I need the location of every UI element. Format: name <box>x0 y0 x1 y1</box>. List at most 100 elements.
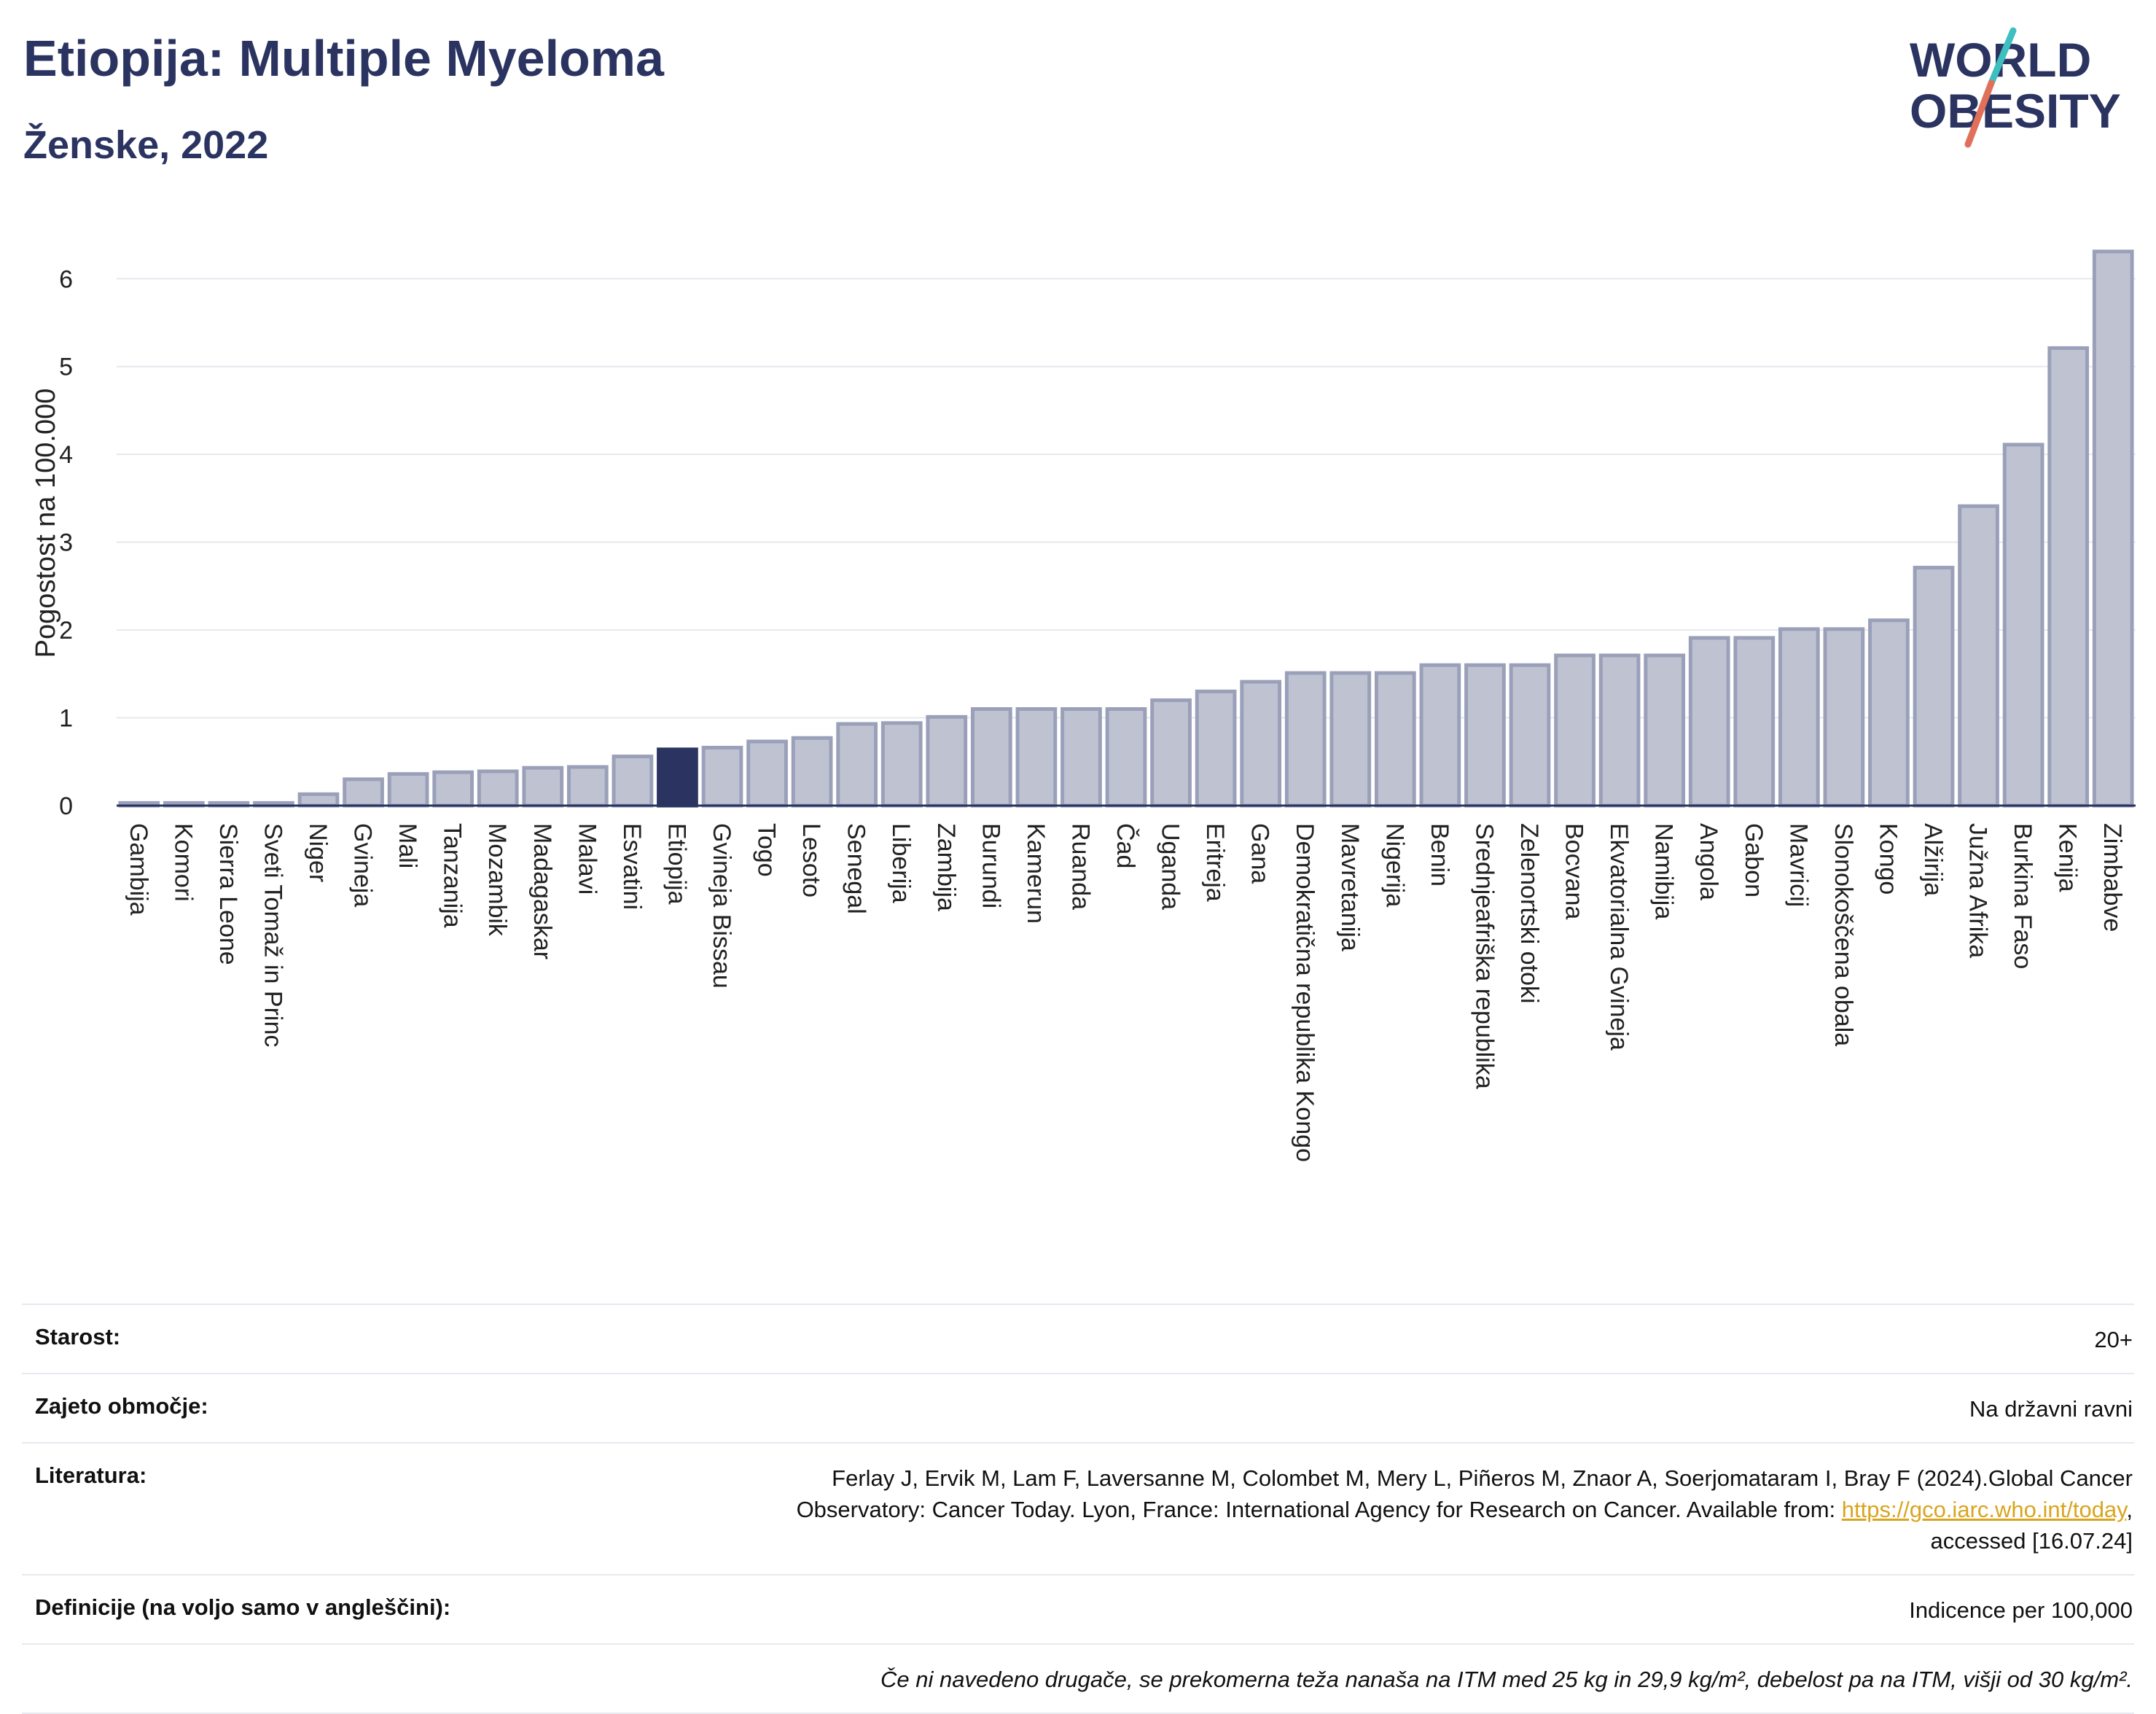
x-tick-label: Mali <box>394 823 421 868</box>
x-tick-label: Komori <box>169 823 197 902</box>
x-tick-label: Sveti Tomaž in Princ <box>259 823 286 1047</box>
bar <box>1823 627 1865 808</box>
bar <box>522 766 564 808</box>
y-axis-label: Pogostost na 100.000 <box>31 389 61 658</box>
x-tick-label: Mozambik <box>483 823 511 937</box>
x-tick-label: Mavricij <box>1784 823 1812 907</box>
x-tick-label: Gabon <box>1740 823 1768 897</box>
bar <box>1913 566 1955 808</box>
x-tick-label: Gvineja Bissau <box>708 823 735 989</box>
bar <box>477 769 519 808</box>
logo-slash-teal <box>1988 27 2017 87</box>
bar <box>1105 707 1147 808</box>
x-tick-label: Togo <box>753 823 781 877</box>
x-tick-label: Kenija <box>2054 823 2082 892</box>
x-tick-label: Gvineja <box>349 823 377 907</box>
references-label: Literatura: <box>35 1462 147 1488</box>
x-tick-label: Angola <box>1695 823 1722 900</box>
y-tick-label: 2 <box>59 617 73 644</box>
bar <box>297 792 340 808</box>
x-tick-label: Burundi <box>977 823 1004 908</box>
bars <box>118 249 2134 808</box>
info-row-coverage: Zajeto območje: Na državni ravni <box>22 1373 2134 1442</box>
logo-slash-coral <box>1964 79 1995 148</box>
bar <box>1688 636 1730 808</box>
x-tick-label: Kongo <box>1874 823 1902 895</box>
page-subtitle: Ženske, 2022 <box>23 123 269 167</box>
references-line-2-post: , <box>2126 1497 2133 1522</box>
bar <box>1598 653 1641 808</box>
x-tick-label: Etiopija <box>663 823 690 905</box>
info-row-age: Starost: 20+ <box>22 1304 2134 1373</box>
definitions-value: Indicence per 100,000 <box>1909 1597 2133 1623</box>
bar <box>1868 618 1910 808</box>
page-title: Etiopija: Multiple Myeloma <box>23 30 664 87</box>
info-row-footnote: Če ni navedeno drugače, se prekomerna te… <box>22 1643 2134 1714</box>
y-tick-label: 5 <box>59 354 73 381</box>
x-tick-label: Demokratična republika Kongo <box>1291 823 1319 1162</box>
bar <box>880 721 923 808</box>
bar <box>1195 689 1237 808</box>
bar <box>1644 653 1686 808</box>
references-line-1: Ferlay J, Ervik M, Lam F, Laversanne M, … <box>832 1465 2133 1491</box>
bar <box>1554 653 1595 808</box>
bar <box>1464 663 1506 808</box>
x-tick-label: Slonokoščena obala <box>1829 823 1857 1046</box>
world-obesity-logo: WORLD OBESITY <box>1910 27 2121 148</box>
bar <box>2002 443 2044 808</box>
bar-chart: 0 1 2 3 4 5 6 Gambija Komori Sierra Leone Sveti T… <box>31 249 2136 1162</box>
x-tick-label: Sierra Leone <box>214 823 242 965</box>
x-tick-label: Gana <box>1246 823 1274 884</box>
bar <box>1015 707 1058 808</box>
bar <box>387 772 429 808</box>
bar <box>746 739 788 808</box>
x-tick-label: Eritreja <box>1201 823 1229 902</box>
references-link[interactable]: https://gco.iarc.who.int/today <box>1841 1497 2127 1522</box>
bar <box>612 755 654 808</box>
bar <box>836 722 878 808</box>
references-line-3: accessed [16.07.24] <box>1930 1528 2133 1554</box>
info-row-references: Literatura: Ferlay J, Ervik M, Lam F, La… <box>22 1442 2134 1574</box>
x-tick-label: Južna Afrika <box>1964 823 1992 958</box>
y-tick-label: 4 <box>59 441 73 469</box>
bar <box>926 714 968 808</box>
bar <box>343 777 384 808</box>
x-tick-label: Tanzanija <box>439 823 466 928</box>
bar <box>791 736 833 808</box>
bar <box>566 765 609 808</box>
bar <box>1061 707 1102 808</box>
bar <box>1733 636 1776 808</box>
bar <box>1509 663 1551 808</box>
x-tick-label: Bocvana <box>1561 823 1588 919</box>
references-line-2-pre: Observatory: Cancer Today. Lyon, France:… <box>796 1497 1842 1522</box>
x-tick-label: Senegal <box>843 823 870 914</box>
bar <box>2047 346 2090 808</box>
x-tick-label: Esvatini <box>618 823 646 910</box>
x-tick-label: Alžirija <box>1919 823 1947 896</box>
footnote: Če ni navedeno drugače, se prekomerna te… <box>880 1667 2133 1692</box>
coverage-label: Zajeto območje: <box>35 1393 208 1419</box>
y-tick-labels: 0 1 2 3 4 5 6 <box>59 265 73 820</box>
logo-line-obesity: OBESITY <box>1910 84 2121 138</box>
bar <box>1284 671 1327 808</box>
x-tick-label: Niger <box>304 823 332 882</box>
x-tick-label: Zelenortski otoki <box>1515 823 1543 1004</box>
y-tick-label: 6 <box>59 265 73 293</box>
bar <box>432 770 474 808</box>
y-tick-label: 1 <box>59 705 73 733</box>
x-tick-label: Gambija <box>125 823 152 916</box>
info-table: Starost: 20+ Zajeto območje: Na državni … <box>22 1304 2134 1714</box>
bar <box>1958 504 1999 808</box>
x-tick-label: Zimbabve <box>2098 823 2126 932</box>
coverage-value: Na državni ravni <box>1969 1396 2133 1422</box>
bar <box>970 707 1012 808</box>
x-tick-label: Madagaskar <box>528 823 556 959</box>
bar <box>1374 671 1416 808</box>
x-tick-label: Uganda <box>1157 823 1184 910</box>
bar <box>2092 249 2134 808</box>
x-tick-label: Burkina Faso <box>2009 823 2036 969</box>
bar <box>1240 679 1282 808</box>
x-tick-label: Zambija <box>932 823 960 911</box>
x-tick-label: Benin <box>1426 823 1453 887</box>
bar <box>701 746 743 808</box>
